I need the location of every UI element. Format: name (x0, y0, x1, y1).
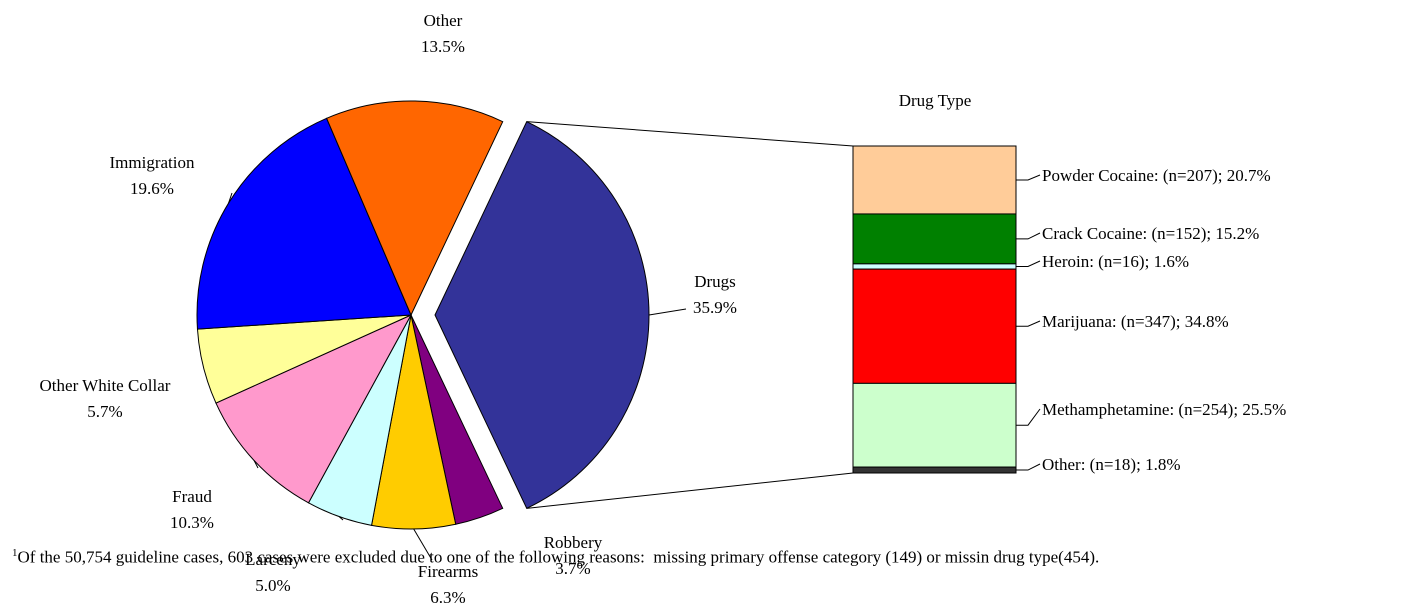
bar-label-crack-cocaine: Crack Cocaine: (n=152); 15.2% (1042, 224, 1259, 243)
bar-leader-crack-cocaine (1016, 232, 1041, 240)
pie-value-immigration: 19.6% (130, 179, 174, 198)
pie-value-firearms: 6.3% (430, 588, 465, 607)
bar-label-methamphetamine: Methamphetamine: (n=254); 25.5% (1042, 400, 1286, 419)
pie-leader-fraud (253, 460, 259, 469)
pie-value-drugs: 35.9% (693, 298, 737, 317)
pie-chart: Drugs 35.9% Robbery 3.7% Firearms 6.3% Larceny… (40, 11, 737, 607)
bar-segment-powder-cocaine (852, 145, 1017, 215)
footnote-text: Of the 50,754 guideline cases, 603 cases… (17, 547, 1100, 567)
pie-value-fraud: 10.3% (170, 513, 214, 532)
pie-value-robbery: 3.7% (555, 559, 590, 578)
pie-label-other-white-collar: Other White Collar (40, 376, 171, 395)
bar-segment-heroin (852, 263, 1017, 270)
connector-bottom (526, 472, 854, 509)
bar-leader-methamphetamine (1016, 408, 1041, 426)
stacked-bar-chart: Drug Type Powder Cocaine: (n=207); 20.7%… (852, 91, 1286, 474)
pie-label-robbery: Robbery (544, 533, 603, 552)
pie-value-other: 13.5% (421, 37, 465, 56)
pie-label-fraud: Fraud (172, 487, 212, 506)
bar-leader-other (1016, 463, 1041, 471)
pie-label-immigration: Immigration (110, 153, 195, 172)
pie-label-larceny: Larceny (245, 550, 301, 569)
bar-label-other: Other: (n=18); 1.8% (1042, 455, 1180, 474)
footnote: 1Of the 50,754 guideline cases, 603 case… (12, 542, 1411, 569)
pie-leader-immigration (228, 192, 233, 204)
bar-leader-marijuana (1016, 320, 1041, 327)
bar-label-heroin: Heroin: (n=16); 1.6% (1042, 252, 1189, 271)
bar-label-powder-cocaine: Powder Cocaine: (n=207); 20.7% (1042, 166, 1271, 185)
pie-leader-firearms (413, 528, 433, 561)
footnote-marker: 1 (12, 547, 18, 559)
pie-to-bar-connectors (526, 121, 854, 509)
bar-leader-heroin (1016, 260, 1041, 267)
pie-slice-other (325, 100, 504, 317)
pie-leader-larceny (338, 516, 344, 521)
bar-segment-crack-cocaine (852, 213, 1017, 265)
pie-value-other-white-collar: 5.7% (87, 402, 122, 421)
bar-label-marijuana: Marijuana: (n=347); 34.8% (1042, 312, 1229, 331)
pie-label-firearms: Firearms (418, 562, 478, 581)
bar-title: Drug Type (899, 91, 972, 110)
bar-segment-methamphetamine (852, 382, 1017, 468)
pie-value-larceny: 5.0% (255, 576, 290, 595)
bar-leader-powder-cocaine (1016, 174, 1041, 181)
pie-label-other: Other (424, 11, 463, 30)
bar-segment-marijuana (852, 268, 1017, 384)
bar-segment-other (852, 466, 1017, 474)
pie-label-drugs: Drugs (694, 272, 736, 291)
connector-top (526, 121, 854, 147)
pie-leader-drugs (648, 308, 687, 316)
